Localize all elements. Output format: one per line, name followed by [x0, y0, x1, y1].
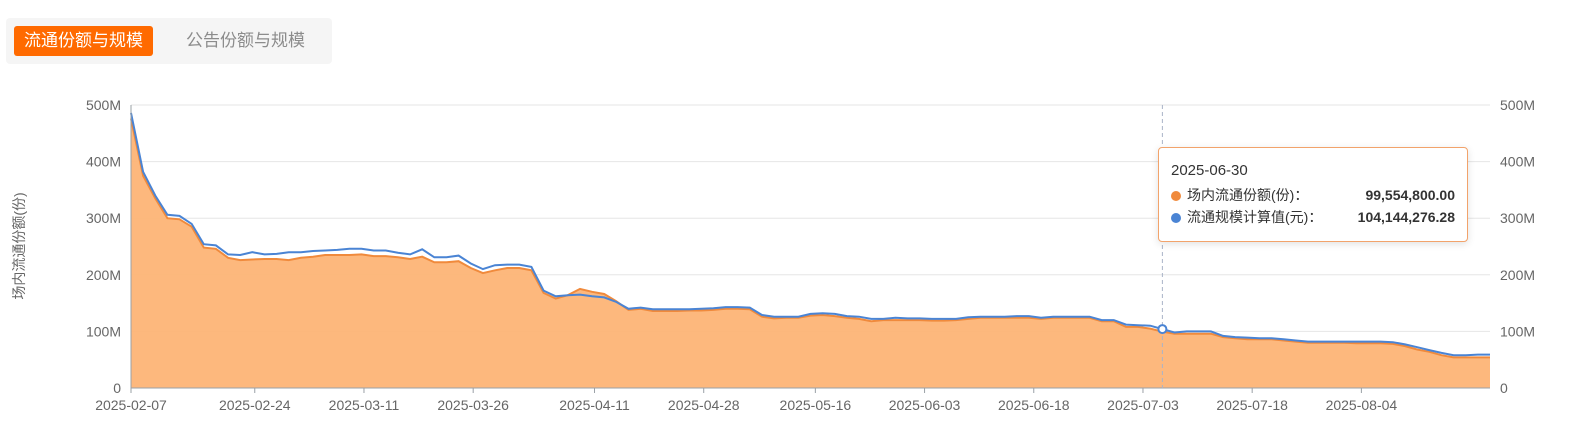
tooltip-row-scale: 流通规模计算值(元)： 104,144,276.28: [1171, 206, 1455, 228]
y-tick-label: 500M: [86, 97, 121, 113]
x-tick-label: 2025-02-07: [95, 397, 167, 413]
hover-point: [1157, 324, 1168, 335]
tooltip-label-shares: 场内流通份额(份)：: [1187, 187, 1309, 203]
y-tick-label: 0: [113, 380, 121, 396]
hover-indicator: [1157, 105, 1168, 388]
y-tick-label: 100M: [86, 323, 121, 339]
y-right-tick-label: 500M: [1500, 97, 1535, 113]
x-tick-label: 2025-05-16: [780, 397, 852, 413]
x-tick-label: 2025-04-28: [668, 397, 740, 413]
y-right-tick-label: 200M: [1500, 267, 1535, 283]
series-lines: [130, 112, 1490, 359]
y-tick-label: 300M: [86, 210, 121, 226]
x-tick-label: 2025-04-11: [559, 397, 630, 413]
x-tick-label: 2025-07-18: [1216, 397, 1288, 413]
tooltip-dot-shares: [1171, 191, 1181, 201]
x-tick-label: 2025-06-18: [998, 397, 1070, 413]
line-shares: [130, 118, 1490, 359]
tooltip-dot-scale: [1171, 213, 1181, 223]
axes: 0 0 100M 100M 200M 200M 300M 300M 400M 400M 500M 50…: [86, 97, 1535, 413]
line-scale: [130, 112, 1490, 357]
series-areas: [131, 118, 1490, 388]
y-right-tick-label: 400M: [1500, 154, 1535, 170]
tooltip-value-scale: 104,144,276.28: [1357, 209, 1455, 225]
tab-announced-shares[interactable]: 公告份额与规模: [186, 31, 305, 50]
x-tick-label: 2025-03-11: [329, 397, 400, 413]
tooltip-label-scale: 流通规模计算值(元)：: [1187, 209, 1323, 225]
x-tick-label: 2025-08-04: [1326, 397, 1398, 413]
x-tick-label: 2025-07-03: [1107, 397, 1179, 413]
y-tick-label: 400M: [86, 154, 121, 170]
y-right-tick-label: 100M: [1500, 323, 1535, 339]
y-tick-label: 200M: [86, 267, 121, 283]
x-tick-label: 2025-03-26: [437, 397, 509, 413]
x-tick-label: 2025-02-24: [219, 397, 291, 413]
area-shares: [131, 118, 1490, 388]
tooltip: 2025-06-30 场内流通份额(份)： 99,554,800.00 流通规模…: [1158, 147, 1468, 242]
tooltip-row-shares: 场内流通份额(份)： 99,554,800.00: [1171, 184, 1455, 206]
y-axis-label: 场内流通份额(份): [11, 192, 27, 299]
y-right-tick-label: 300M: [1500, 210, 1535, 226]
tab-circulating-shares[interactable]: 流通份额与规模: [14, 26, 153, 56]
y-right-tick-label: 0: [1500, 380, 1508, 396]
x-tick-label: 2025-06-03: [889, 397, 961, 413]
tooltip-value-shares: 99,554,800.00: [1365, 187, 1455, 203]
tooltip-date: 2025-06-30: [1171, 162, 1248, 179]
tab-bar: 流通份额与规模 公告份额与规模: [6, 18, 332, 64]
